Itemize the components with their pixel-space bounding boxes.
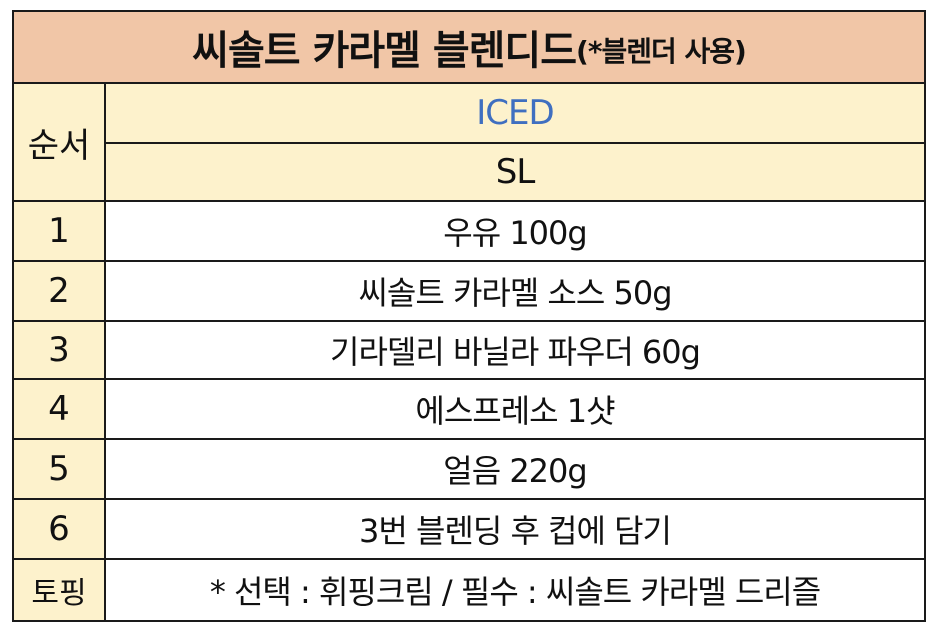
iced-header: ICED — [106, 84, 924, 144]
step-number: 2 — [14, 262, 106, 322]
step-text: 얼음 220g — [106, 440, 924, 500]
step-text: 씨솔트 카라멜 소스 50g — [106, 262, 924, 322]
step-number: 5 — [14, 440, 106, 500]
topping-text: * 선택 : 휘핑크림 / 필수 : 씨솔트 카라멜 드리즐 — [106, 560, 924, 620]
step-text: 3번 블렌딩 후 컵에 담기 — [106, 500, 924, 560]
order-header: 순서 — [14, 84, 106, 202]
step-text: 기라델리 바닐라 파우더 60g — [106, 322, 924, 380]
step-number: 3 — [14, 322, 106, 380]
step-number: 1 — [14, 202, 106, 262]
size-header: SL — [106, 144, 924, 202]
step-number: 6 — [14, 500, 106, 560]
step-text: 에스프레소 1샷 — [106, 380, 924, 440]
recipe-title-main: 씨솔트 카라멜 블렌디드 — [192, 28, 577, 74]
step-number: 4 — [14, 380, 106, 440]
topping-label: 토핑 — [14, 560, 106, 620]
recipe-table: 씨솔트 카라멜 블렌디드 (*블렌더 사용) 순서 ICED SL 1 우유 1… — [12, 10, 926, 622]
recipe-title-note: (*블렌더 사용) — [576, 35, 747, 68]
recipe-title: 씨솔트 카라멜 블렌디드 (*블렌더 사용) — [14, 12, 924, 84]
step-text: 우유 100g — [106, 202, 924, 262]
